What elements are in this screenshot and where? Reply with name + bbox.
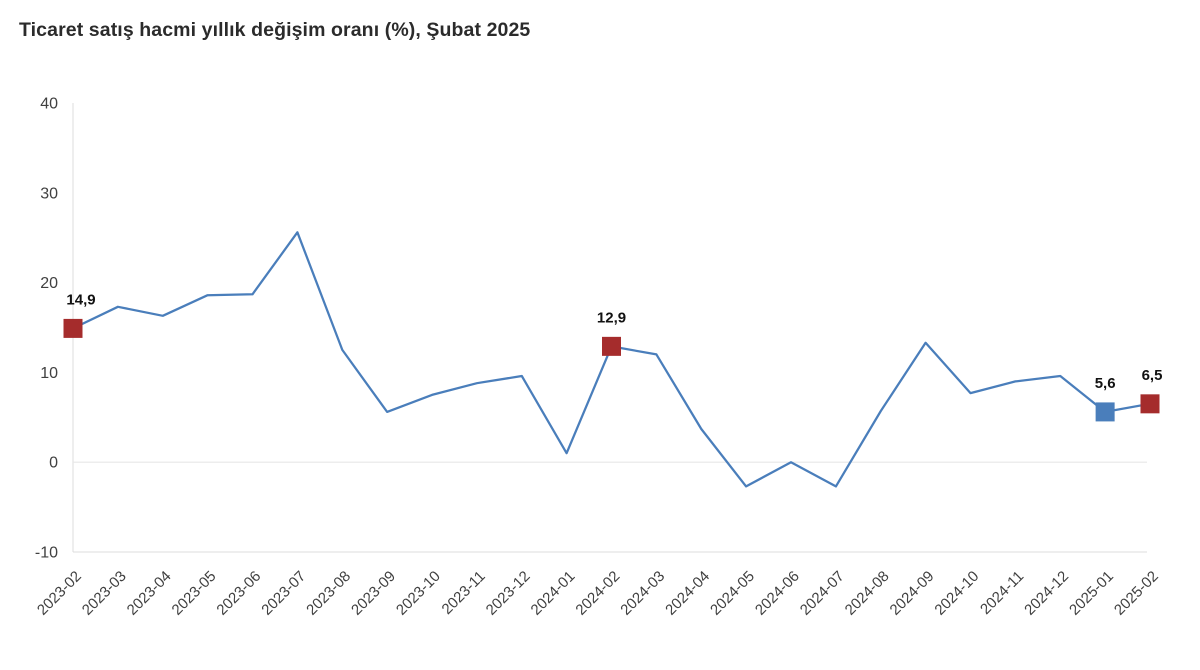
highlight-marker-2023-02 — [63, 318, 83, 338]
chart-title: Ticaret satış hacmi yıllık değişim oranı… — [19, 19, 531, 41]
x-tick-label-2024-06: 2024-06 — [752, 568, 803, 619]
x-tick-label-2024-09: 2024-09 — [886, 568, 937, 619]
x-tick-label-2024-07: 2024-07 — [797, 568, 848, 619]
x-tick-label-2023-10: 2023-10 — [393, 568, 444, 619]
highlight-marker-2024-02 — [602, 336, 621, 356]
series-line — [71, 231, 1152, 488]
point-label-2025-01: 5,6 — [1095, 375, 1116, 392]
point-label-2024-02: 12,9 — [597, 309, 626, 326]
x-tick-label-2024-10: 2024-10 — [931, 568, 982, 619]
x-tick-label-2024-05: 2024-05 — [707, 568, 758, 619]
x-tick-label-2024-08: 2024-08 — [842, 568, 893, 619]
x-tick-label-2024-02: 2024-02 — [572, 568, 623, 619]
x-tick-label-2023-03: 2023-03 — [79, 568, 130, 619]
y-tick-label-40: 40 — [40, 96, 58, 113]
y-tick-label-20: 20 — [40, 275, 58, 292]
y-tick-label-10: 10 — [40, 365, 58, 382]
y-tick-label--10: -10 — [35, 545, 58, 562]
x-tick-label-2025-01: 2025-01 — [1066, 568, 1117, 619]
x-tick-label-2024-01: 2024-01 — [527, 568, 578, 619]
x-tick-label-2023-12: 2023-12 — [483, 568, 534, 619]
y-tick-label-0: 0 — [49, 455, 58, 472]
x-tick-label-2024-12: 2024-12 — [1021, 568, 1072, 619]
highlight-marker-2025-02 — [1140, 394, 1160, 414]
x-tick-label-2023-06: 2023-06 — [213, 568, 264, 619]
y-tick-label-30: 30 — [40, 185, 58, 202]
x-tick-label-2023-08: 2023-08 — [303, 568, 354, 619]
x-tick-label-2023-07: 2023-07 — [258, 568, 309, 619]
x-tick-label-2024-04: 2024-04 — [662, 568, 713, 619]
x-tick-label-2023-02: 2023-02 — [34, 568, 85, 619]
x-tick-label-2023-11: 2023-11 — [439, 568, 489, 618]
x-tick-label-2023-09: 2023-09 — [348, 568, 399, 619]
x-tick-label-2023-05: 2023-05 — [168, 568, 219, 619]
highlight-marker-2025-01 — [1095, 402, 1115, 422]
x-tick-label-2024-03: 2024-03 — [617, 568, 668, 619]
point-label-2023-02: 14,9 — [66, 291, 95, 308]
x-tick-label-2024-11: 2024-11 — [977, 568, 1027, 618]
x-tick-label-2025-02: 2025-02 — [1111, 568, 1162, 619]
point-label-2025-02: 6,5 — [1142, 367, 1163, 384]
x-tick-label-2023-04: 2023-04 — [124, 568, 175, 619]
